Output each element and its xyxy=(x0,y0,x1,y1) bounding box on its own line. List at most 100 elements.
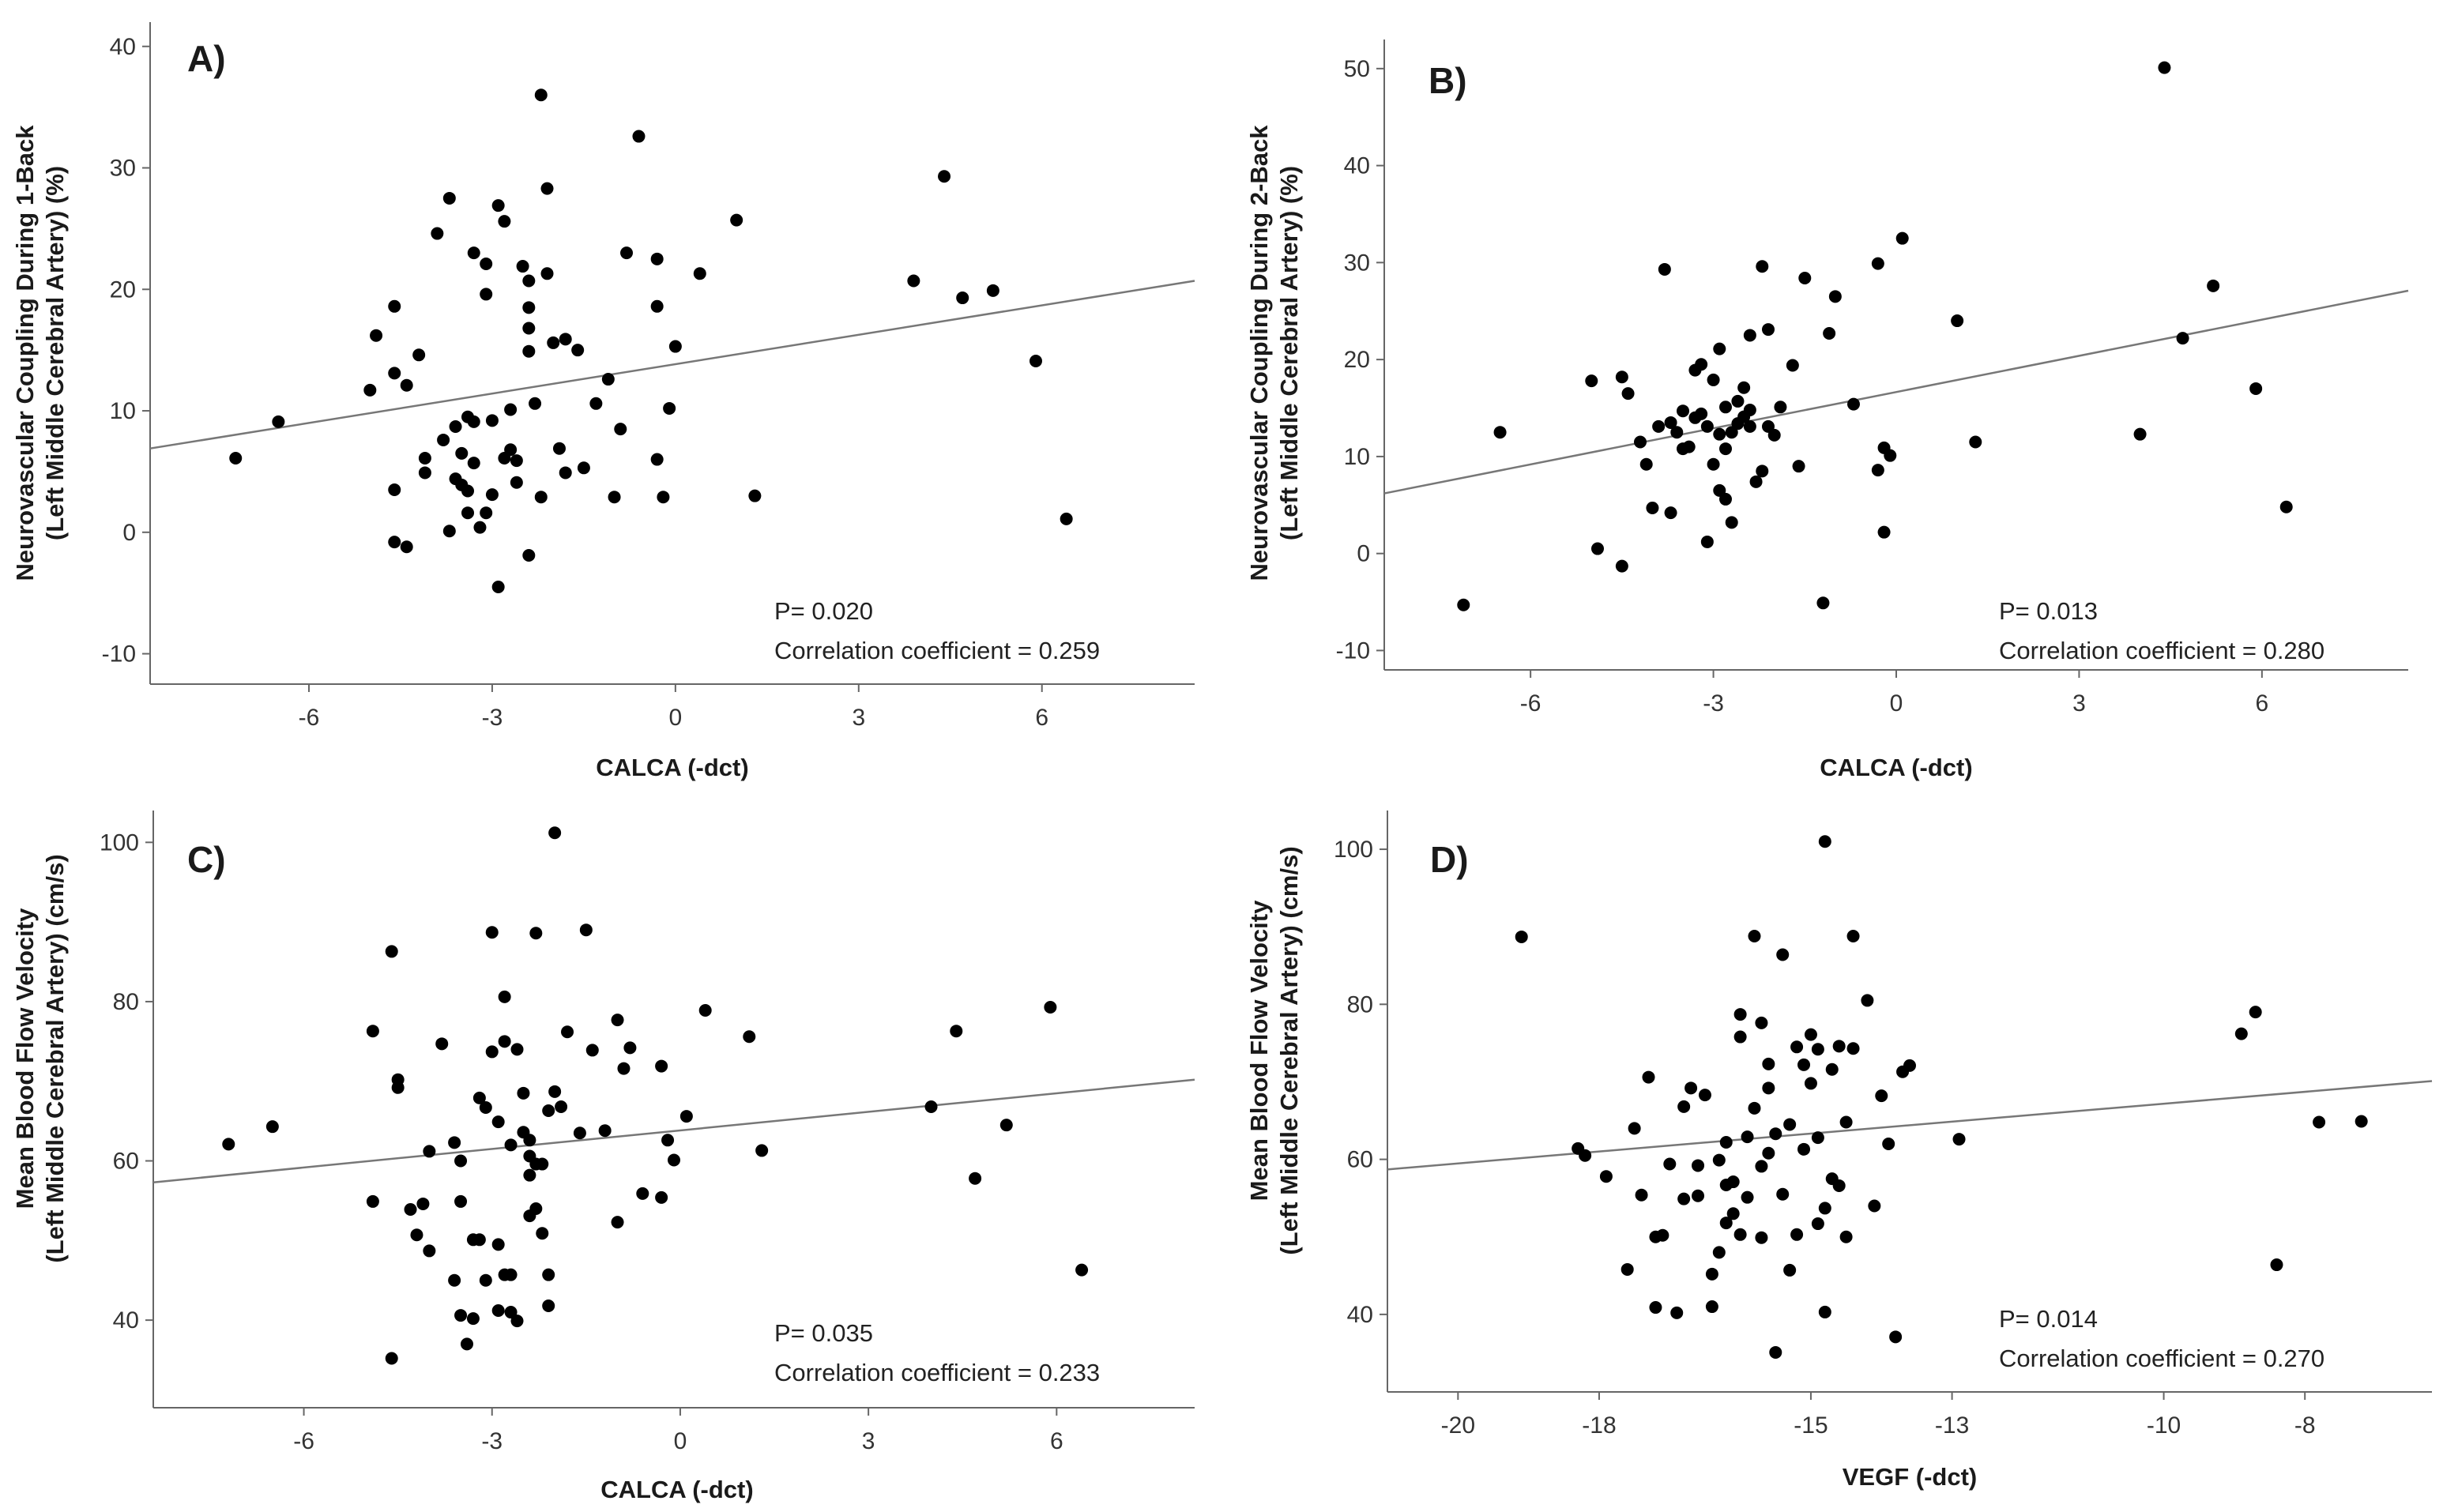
data-point xyxy=(620,246,634,260)
data-point xyxy=(366,1194,379,1208)
data-point xyxy=(1818,835,1831,848)
data-point xyxy=(1895,231,1909,245)
data-point xyxy=(418,466,431,480)
data-point xyxy=(1652,419,1666,433)
data-point xyxy=(2158,61,2171,74)
data-point xyxy=(391,1081,405,1094)
data-point xyxy=(938,170,951,183)
data-point xyxy=(498,1035,511,1048)
y-tick-label: 80 xyxy=(1347,991,1373,1017)
data-point xyxy=(2133,427,2147,441)
data-point xyxy=(555,1100,568,1113)
data-point xyxy=(448,1136,461,1149)
data-point xyxy=(668,340,682,353)
data-point xyxy=(1733,1030,1747,1044)
data-point xyxy=(454,1309,468,1322)
y-tick-label: 40 xyxy=(110,34,136,60)
y-tick-label: 10 xyxy=(1344,444,1370,470)
data-point xyxy=(1769,1345,1782,1359)
data-point xyxy=(577,461,590,475)
data-point xyxy=(1621,1262,1634,1276)
data-point xyxy=(1755,1231,1768,1244)
data-point xyxy=(1719,1136,1733,1149)
data-point xyxy=(460,1337,473,1351)
data-point xyxy=(1748,929,1761,942)
data-point xyxy=(598,1124,612,1138)
panel-label: B) xyxy=(1429,60,1467,101)
data-point xyxy=(491,580,505,593)
x-tick-label: 0 xyxy=(669,705,683,731)
data-point xyxy=(1749,475,1763,488)
data-point xyxy=(467,246,480,260)
y-axis-label-line2: (Left Middle Cerebral Artery) (cm/s) xyxy=(41,854,69,1262)
data-point xyxy=(650,453,664,466)
y-tick-label: 60 xyxy=(113,1149,139,1175)
data-point xyxy=(661,1134,675,1147)
data-point xyxy=(454,1194,468,1208)
data-point xyxy=(461,484,475,498)
data-point xyxy=(410,1228,423,1242)
correlation-text: Correlation coefficient = 0.280 xyxy=(1999,637,2324,664)
data-point xyxy=(1713,342,1726,355)
data-point xyxy=(924,1100,938,1113)
x-tick-label: -13 xyxy=(1935,1412,1969,1439)
data-point xyxy=(1725,516,1738,529)
data-point xyxy=(435,1037,449,1051)
data-point xyxy=(1741,1130,1754,1144)
data-point xyxy=(412,348,426,362)
data-point xyxy=(1493,426,1507,439)
data-point xyxy=(1658,262,1671,276)
data-point xyxy=(229,452,243,465)
data-point xyxy=(542,1104,555,1118)
data-point xyxy=(579,923,593,937)
data-point xyxy=(1677,442,1689,456)
data-point xyxy=(1823,326,1836,340)
data-point xyxy=(548,1085,562,1098)
data-point xyxy=(1599,1170,1613,1183)
data-point xyxy=(1847,397,1860,411)
data-point xyxy=(510,476,523,489)
data-point xyxy=(1700,419,1714,433)
y-axis-label-line1: Neurovascular Coupling During 1-Back xyxy=(11,125,39,581)
data-point xyxy=(1700,535,1714,548)
data-point xyxy=(698,1004,712,1017)
x-tick-label: 3 xyxy=(2072,690,2086,717)
data-point xyxy=(1737,381,1751,394)
data-point xyxy=(1664,416,1677,429)
data-point xyxy=(1839,1115,1853,1129)
data-point xyxy=(657,491,670,504)
regression-line xyxy=(152,1078,1195,1183)
data-point xyxy=(1832,1040,1846,1053)
data-point xyxy=(1719,401,1732,414)
data-point xyxy=(1743,329,1756,342)
x-tick-label: -6 xyxy=(293,1428,314,1454)
data-point xyxy=(448,1273,461,1287)
data-point xyxy=(504,443,518,457)
scatter-panel-b: -6 -3 0 3 6 -10 0 10 20 30 40 50 B) P= 0.013 Correl… xyxy=(1245,39,2409,781)
data-point xyxy=(1656,1228,1669,1242)
data-point xyxy=(1621,387,1635,401)
data-point xyxy=(547,336,560,349)
data-point xyxy=(1685,1081,1698,1095)
data-point xyxy=(1664,506,1677,520)
data-point xyxy=(491,199,505,213)
data-point xyxy=(1797,1058,1811,1071)
data-point xyxy=(1677,404,1689,418)
y-tick-label: 50 xyxy=(1344,56,1370,82)
x-tick-label: 3 xyxy=(862,1428,875,1454)
data-point xyxy=(748,489,762,502)
data-point xyxy=(1762,1081,1775,1095)
data-point xyxy=(1707,457,1720,471)
data-point xyxy=(479,1100,492,1114)
data-point xyxy=(388,299,401,313)
scatter-panel-d: -20 -18 -15 -13 -10 -8 40 60 80 100 D) P= 0.014 C… xyxy=(1245,811,2433,1491)
data-point xyxy=(655,1190,668,1204)
data-point xyxy=(1670,426,1684,439)
data-point xyxy=(510,1043,524,1056)
data-point xyxy=(1743,403,1756,416)
data-point xyxy=(1712,1246,1726,1259)
data-point xyxy=(498,990,511,1003)
p-value-text: P= 0.035 xyxy=(774,1319,873,1347)
x-axis-label: CALCA (-dct) xyxy=(596,754,748,781)
data-point xyxy=(1743,419,1756,433)
